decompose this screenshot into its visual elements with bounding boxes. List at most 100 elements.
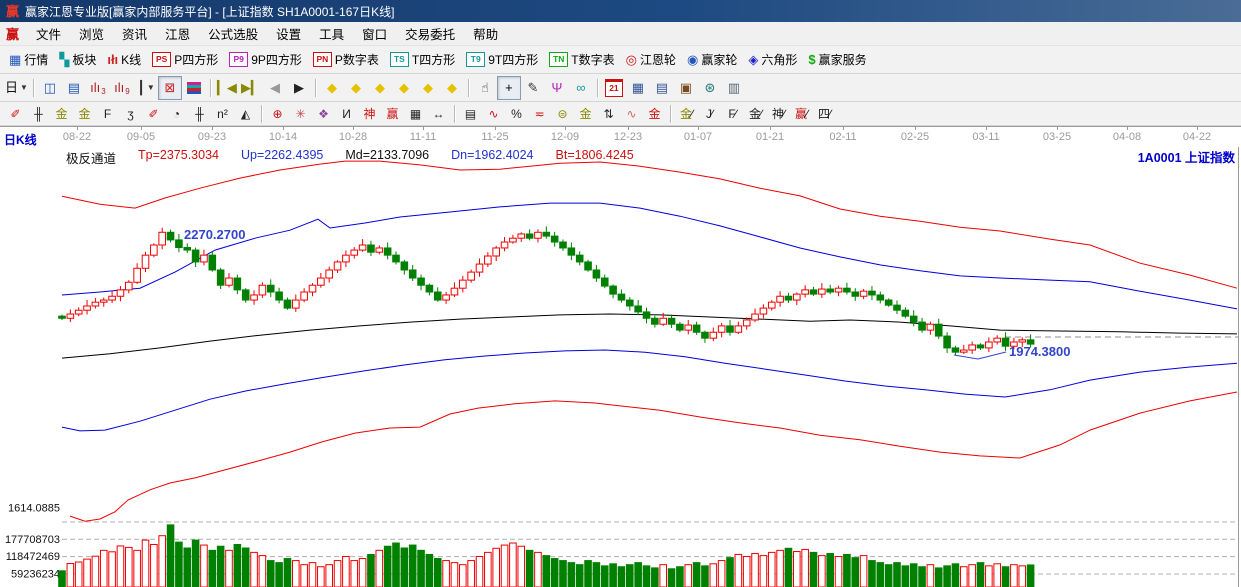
chart-area[interactable]: 177708703 118472469 59236234 1614.0885 2270.… — [0, 147, 1241, 587]
gann-dart-draw[interactable]: ✐ — [4, 103, 27, 125]
gann-price-flag[interactable]: ⇅ — [597, 103, 620, 125]
chart-canvas[interactable]: 177708703 118472469 59236234 1614.0885 2270.… — [0, 147, 1241, 587]
tool-gann-shape-active[interactable]: ⊠ — [157, 75, 182, 100]
menu-item-8[interactable]: 窗口 — [362, 28, 388, 42]
tool-merge-9[interactable]: ılı 9 — [114, 80, 130, 96]
gann-time-grid[interactable]: ╫ — [27, 103, 50, 125]
toolbar-button-t9-square[interactable]: T9 9T四方形 — [461, 49, 543, 70]
gann-wave-label[interactable]: И — [335, 103, 358, 125]
gann-angle-j[interactable]: J ∕ — [705, 106, 713, 121]
tool-view-info[interactable]: ▤ — [62, 76, 86, 100]
t9-square-icon: T9 — [466, 52, 486, 67]
menu-item-3[interactable]: 资讯 — [122, 28, 148, 42]
toolbar-button-p9-square[interactable]: P9 9P四方形 — [224, 49, 307, 70]
tool-single-candle[interactable]: ┃ ▼ — [137, 80, 155, 95]
toolbar-button-hexagon[interactable]: ◈ 六角形 — [743, 49, 802, 70]
svg-text:1614.0885: 1614.0885 — [8, 503, 60, 515]
tool-zoom-all-in[interactable]: ◆ — [440, 76, 464, 100]
toolbar-button-sectors[interactable]: ▚ 板块 — [54, 49, 101, 70]
gann-fib-grid[interactable]: F — [96, 103, 119, 125]
tool-zoom-region[interactable]: ◫ — [38, 76, 62, 100]
toolbar-button-t-number[interactable]: TN T数字表 — [544, 49, 619, 70]
tool-calendar[interactable]: 21 — [602, 76, 626, 100]
gann-stats-ruler[interactable]: ▤ — [459, 103, 482, 125]
gann-gold-level-red[interactable]: 金 — [643, 103, 666, 125]
gann-angle-gold2[interactable]: 金 ∕ — [748, 106, 763, 121]
zoom-all-out-icon: ◆ — [422, 80, 433, 95]
indicator-value-3: Md=2133.7096 — [345, 148, 430, 162]
gann-angle-si[interactable]: 四 ∕ — [817, 106, 832, 121]
tool-zoom-x-out[interactable]: ◆ — [368, 76, 392, 100]
menu-item-9[interactable]: 交易委托 — [405, 28, 456, 42]
gann-angle-ying[interactable]: 赢 ∕ — [794, 106, 809, 121]
toolbar-button-gann-wheel[interactable]: ◎ 江恩轮 — [621, 49, 681, 70]
tool-remote-service[interactable]: ▥ — [722, 76, 746, 100]
axis-date-09-05: 09-05 — [126, 131, 156, 143]
tool-zoom-x-in[interactable]: ◆ — [392, 76, 416, 100]
tool-save-image[interactable]: ▣ — [674, 76, 698, 100]
menu-item-4[interactable]: 江恩 — [165, 28, 191, 42]
axis-tick — [283, 127, 284, 130]
toolbar-button-p-number[interactable]: PN P数字表 — [308, 49, 384, 70]
menu-item-6[interactable]: 设置 — [276, 28, 302, 42]
toolbar-button-t-square[interactable]: TS T四方形 — [385, 49, 460, 70]
tool-shift-left[interactable]: ◆ — [320, 76, 344, 100]
gann-gold-level[interactable]: 金 — [574, 103, 597, 125]
gann-gann-target[interactable]: ⊕ — [266, 103, 289, 125]
toolbar-button-kline[interactable]: ıłı K线 — [102, 49, 146, 70]
gann-span-arrows[interactable]: ↔ — [427, 103, 450, 125]
gann-shen-grid[interactable]: 神 — [358, 103, 381, 125]
toolbar-button-p-square[interactable]: PS P四方形 — [147, 49, 223, 70]
toolbar-button-winner-wheel[interactable]: ◉ 赢家轮 — [682, 49, 742, 70]
tool-first-page[interactable]: ▎◀ — [215, 76, 239, 100]
gann-angle-shen[interactable]: 神 ∕ — [771, 106, 786, 121]
tool-last-page[interactable]: ▶▎ — [239, 76, 263, 100]
gann-wave-band[interactable]: ∿ — [620, 103, 643, 125]
gann-gann-web[interactable]: ❖ — [312, 103, 335, 125]
tool-pan-hand[interactable]: ☝ — [473, 76, 497, 100]
tool-period-day[interactable]: 日 ▼ — [5, 80, 28, 95]
gann-percent[interactable]: % — [505, 103, 528, 125]
gann-square-of-nine[interactable]: n² — [211, 103, 234, 125]
tool-cycle-arc[interactable]: ∞ — [569, 76, 593, 100]
menu-item-2[interactable]: 浏览 — [79, 28, 105, 42]
gann-gann-star[interactable]: ✳ — [289, 103, 312, 125]
menu-item-1[interactable]: 文件 — [36, 28, 62, 42]
gann-gold-grid-b[interactable]: 金 — [73, 103, 96, 125]
gann-bar-count[interactable]: ╫ — [188, 103, 211, 125]
indicator-name[interactable]: 极反通道 — [66, 152, 117, 166]
gann-gold-circle[interactable]: ⊜ — [551, 103, 574, 125]
gann-percent-zone[interactable]: ∿ — [482, 103, 505, 125]
tool-world-clock[interactable]: ⊛ — [698, 76, 722, 100]
tool-page-left[interactable]: ◀ — [263, 76, 287, 100]
window-title: 赢家江恩专业版[赢家内部服务平台] - [上证指数 SH1A0001-167日K… — [25, 4, 395, 19]
gann-spiral[interactable]: ʒ — [119, 103, 142, 125]
tool-pitchfork[interactable]: Ψ — [545, 76, 569, 100]
gann-gold-grid-a[interactable]: 金 — [50, 103, 73, 125]
menu-item-7[interactable]: 工具 — [319, 28, 345, 42]
gann-mirror-angle[interactable]: ◭ — [234, 103, 257, 125]
tool-crosshair[interactable]: + — [496, 75, 521, 100]
gann-angle-f[interactable]: F ∕ — [728, 106, 737, 121]
toolbar-button-quotes[interactable]: ▦ 行情 — [4, 49, 53, 70]
tool-draw-segment[interactable]: ✎ — [521, 76, 545, 100]
gann-ying-grid[interactable]: 赢 — [381, 103, 404, 125]
tool-merge-3[interactable]: ılı 3 — [90, 80, 106, 96]
gann-percent-retrace[interactable]: ≂ — [528, 103, 551, 125]
tool-shift-right[interactable]: ◆ — [344, 76, 368, 100]
menu-item-5[interactable]: 公式选股 — [208, 28, 259, 42]
gann-angle-gold[interactable]: 金 ∕ — [679, 106, 694, 121]
gann-grid-123[interactable]: ▦ — [404, 103, 427, 125]
title-bar[interactable]: 赢 赢家江恩专业版[赢家内部服务平台] - [上证指数 SH1A0001-167… — [0, 0, 1241, 22]
tool-page-right[interactable]: ▶ — [287, 76, 311, 100]
menu-item-10[interactable]: 帮助 — [473, 28, 499, 42]
tool-calculator[interactable]: ▦ — [626, 76, 650, 100]
tool-zoom-all-out[interactable]: ◆ — [416, 76, 440, 100]
axis-date-01-07: 01-07 — [683, 131, 713, 143]
gann-dart-measure[interactable]: ✐ — [142, 103, 165, 125]
tool-trade-note[interactable]: ▤ — [650, 76, 674, 100]
indicator-value-2: Up=2262.4395 — [241, 148, 324, 162]
toolbar-button-winner-service[interactable]: $ 赢家服务 — [803, 49, 871, 70]
gann-time-clock[interactable]: ◔ — [165, 103, 188, 125]
tool-color-histogram[interactable] — [182, 76, 206, 100]
